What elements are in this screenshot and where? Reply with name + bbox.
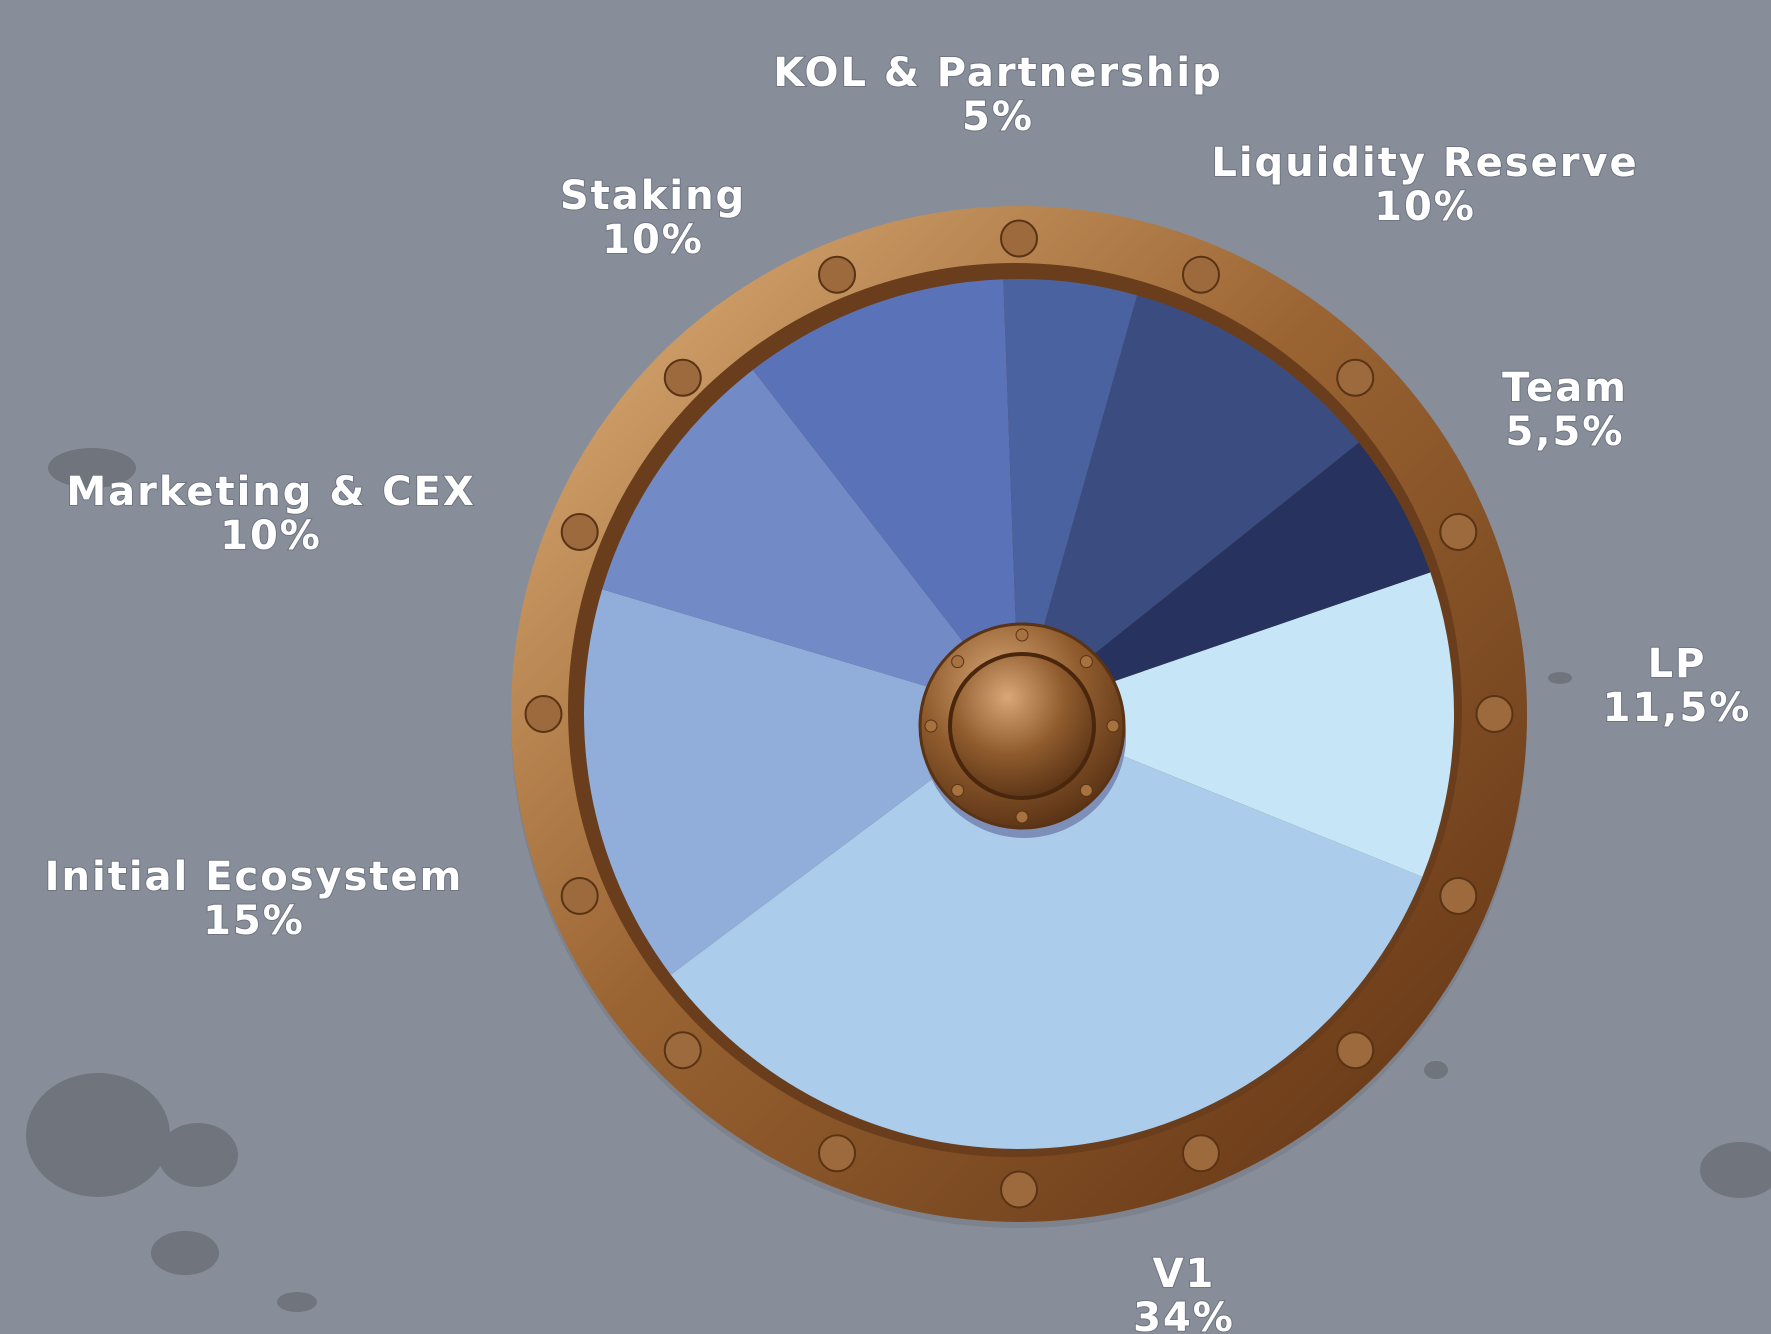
value-label: 10% [1374, 184, 1476, 230]
hub-dome [950, 654, 1094, 798]
value-label: 5% [962, 94, 1034, 140]
rivet [562, 878, 598, 914]
slice-label: Liquidity Reserve [1211, 140, 1638, 186]
rivet [1337, 1032, 1373, 1068]
hub-rivet [1107, 720, 1119, 732]
value-label: 34% [1133, 1295, 1235, 1334]
rivet [1183, 1135, 1219, 1171]
value-label: 10% [220, 513, 322, 559]
value-label: 11,5% [1603, 685, 1752, 731]
rivet [819, 1135, 855, 1171]
hub-rivet [1080, 784, 1092, 796]
hub-rivet [1016, 629, 1028, 641]
hub-rivet [952, 656, 964, 668]
value-label: 5,5% [1506, 409, 1625, 455]
slice-label: Initial Ecosystem [45, 854, 464, 900]
rivet [1183, 257, 1219, 293]
hub-rivet [1080, 656, 1092, 668]
value-label: 15% [203, 898, 305, 944]
slice-label: V1 [1153, 1251, 1216, 1297]
rivet [526, 696, 562, 732]
slice-label: Staking [560, 173, 746, 219]
rivet [665, 360, 701, 396]
slice-label: Team [1502, 365, 1628, 411]
rivet [1477, 696, 1513, 732]
rivet [1440, 514, 1476, 550]
slice-label: Marketing & CEX [66, 469, 475, 515]
chart: LP11,5% V134% Initial Ecosystem15% Marketin… [0, 0, 1771, 1334]
rivet [1001, 1172, 1037, 1208]
hub-rivet [1016, 811, 1028, 823]
hub-rivet [925, 720, 937, 732]
rivet [1440, 878, 1476, 914]
hub-rivet [952, 784, 964, 796]
page: LP11,5% V134% Initial Ecosystem15% Marketin… [0, 0, 1771, 1334]
rivet [1001, 221, 1037, 257]
slice-label: KOL & Partnership [773, 50, 1222, 96]
rivet [819, 257, 855, 293]
rivet [665, 1032, 701, 1068]
value-label: 10% [602, 217, 704, 263]
rivet [562, 514, 598, 550]
pie [511, 206, 1527, 1228]
slice-label: LP [1648, 641, 1707, 687]
rivet [1337, 360, 1373, 396]
